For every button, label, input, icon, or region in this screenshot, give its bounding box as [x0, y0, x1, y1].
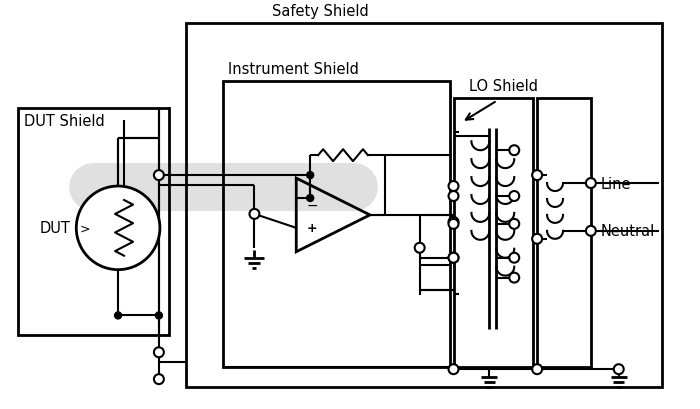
Bar [454, 99, 533, 367]
Circle shape [115, 312, 122, 319]
Circle shape [249, 209, 260, 219]
Bar [18, 109, 169, 335]
Circle shape [510, 146, 519, 156]
Circle shape [449, 253, 458, 263]
Text: Safety Shield: Safety Shield [272, 4, 368, 19]
Text: Line: Line [601, 176, 631, 191]
Circle shape [449, 191, 458, 202]
Circle shape [330, 164, 378, 211]
Circle shape [155, 312, 162, 319]
Text: +: + [306, 222, 317, 235]
Circle shape [414, 243, 425, 253]
Circle shape [449, 219, 458, 229]
Text: Neutral: Neutral [601, 224, 655, 239]
Circle shape [614, 364, 624, 374]
Text: LO Shield: LO Shield [470, 79, 538, 94]
Circle shape [449, 217, 458, 227]
Bar [537, 99, 591, 367]
Circle shape [532, 364, 542, 374]
Circle shape [307, 172, 314, 179]
Circle shape [449, 182, 458, 191]
Text: DUT: DUT [39, 221, 70, 236]
Bar [223, 81, 449, 367]
Circle shape [532, 171, 542, 181]
Circle shape [154, 171, 164, 181]
Bar [93, 164, 354, 211]
Text: Instrument Shield: Instrument Shield [228, 61, 358, 76]
Circle shape [586, 226, 596, 236]
Text: >: > [80, 222, 90, 235]
Circle shape [586, 179, 596, 189]
Circle shape [76, 187, 160, 270]
Text: −: − [306, 198, 318, 212]
Circle shape [69, 164, 117, 211]
Circle shape [449, 364, 458, 374]
Circle shape [532, 234, 542, 244]
Circle shape [510, 191, 519, 202]
Circle shape [154, 374, 164, 384]
Circle shape [449, 253, 458, 263]
Circle shape [154, 347, 164, 357]
Circle shape [307, 195, 314, 202]
Circle shape [510, 253, 519, 263]
Circle shape [510, 219, 519, 229]
Bar [186, 24, 662, 387]
Circle shape [510, 273, 519, 283]
Text: DUT Shield: DUT Shield [24, 114, 104, 129]
